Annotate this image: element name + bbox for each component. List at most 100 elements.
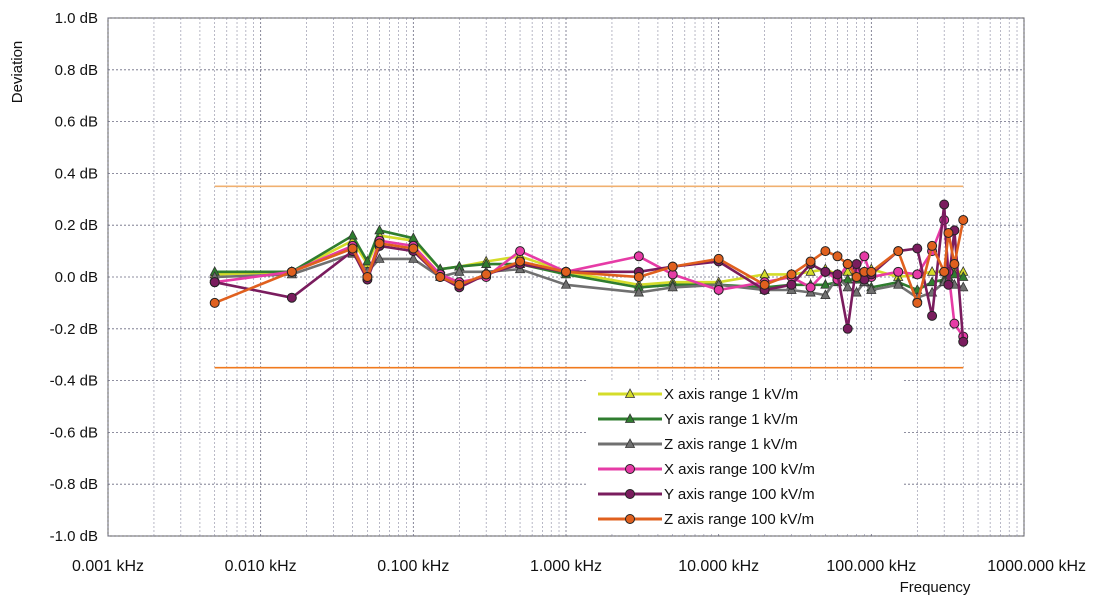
data-point (866, 284, 877, 294)
legend-label: Y axis range 100 kV/m (664, 486, 815, 503)
data-point (713, 284, 724, 295)
data-point (851, 286, 862, 297)
data-point (435, 272, 446, 282)
data-point (667, 261, 678, 272)
data-point (374, 238, 385, 249)
legend-label: Y axis range 1 kV/m (664, 411, 798, 428)
data-point (347, 229, 358, 240)
data-point (481, 269, 492, 280)
data-point (943, 279, 954, 290)
data-point (820, 266, 831, 277)
y-tick-label: -0.2 dB (50, 321, 98, 338)
data-point (805, 282, 816, 293)
data-point (949, 318, 960, 329)
data-point (832, 251, 843, 262)
data-point (832, 269, 843, 280)
x-tick-labels: 0.001 kHz 0.010 kHz 0.100 kHz 1.000 kHz 10.0… (72, 558, 1086, 575)
x-tick-label: 100.000 kHz (826, 558, 916, 575)
data-point (408, 243, 419, 254)
data-point (842, 281, 853, 292)
legend-marker (624, 413, 636, 423)
data-point (374, 253, 385, 263)
data-point (820, 289, 831, 300)
grid-major (107, 17, 1025, 537)
data-point (859, 251, 870, 262)
data-point (408, 253, 419, 263)
legend-marker (624, 438, 636, 448)
data-point (560, 278, 572, 289)
data-point (943, 227, 954, 238)
x-tick-label: 0.100 kHz (377, 558, 449, 575)
data-point (759, 279, 770, 290)
data-point (454, 265, 465, 276)
data-point (209, 277, 220, 288)
y-tick-label: -0.6 dB (50, 424, 98, 441)
legend-label: Z axis range 100 kV/m (664, 511, 814, 528)
data-point (927, 240, 938, 251)
x-tick-label: 0.001 kHz (72, 558, 144, 575)
legend-label: X axis range 100 kV/m (664, 461, 815, 478)
limit-lines (214, 185, 964, 369)
data-point (515, 246, 526, 257)
y-tick-label: 1.0 dB (55, 10, 98, 27)
x-tick-label: 1000.000 kHz (987, 558, 1086, 575)
data-point (926, 265, 938, 276)
y-tick-label: 0.6 dB (55, 114, 98, 131)
data-point (454, 279, 465, 290)
legend-label: Z axis range 1 kV/m (664, 436, 797, 453)
y-tick-label: -1.0 dB (50, 528, 98, 545)
data-point (939, 199, 950, 210)
data-point (561, 266, 571, 277)
data-point (515, 256, 526, 267)
data-point (362, 272, 373, 282)
data-point (362, 255, 373, 266)
x-tick-label: 1.000 kHz (530, 558, 602, 575)
y-tick-label: 0.2 dB (55, 217, 98, 234)
data-point (958, 336, 969, 347)
data-point (667, 281, 678, 292)
data-point (805, 256, 816, 267)
data-point (633, 272, 644, 282)
legend-marker (624, 388, 636, 398)
data-point (713, 253, 724, 264)
y-tick-labels: 1.0 dB 0.8 dB 0.6 dB 0.4 dB 0.2 dB 0.0 dB -0.2… (50, 10, 98, 545)
series-6 (209, 215, 969, 308)
y-axis-label: Deviation (9, 41, 26, 104)
data-point (851, 272, 862, 282)
data-point (893, 266, 904, 277)
legend-box (588, 380, 904, 532)
data-point (374, 224, 385, 235)
data-point (633, 251, 644, 262)
data-point (949, 259, 960, 270)
y-tick-label: -0.8 dB (50, 476, 98, 493)
legend: X axis range 1 kV/m Y axis range 1 kV/m Z … (588, 380, 904, 532)
series-line (214, 219, 965, 305)
series-layer (209, 199, 969, 347)
y-tick-label: 0.4 dB (55, 165, 98, 182)
data-point (805, 265, 816, 276)
data-point (893, 246, 904, 257)
data-point (866, 266, 877, 277)
data-point (209, 297, 220, 308)
data-point (893, 278, 904, 289)
x-axis-label: Frequency (900, 579, 971, 596)
data-point (842, 259, 853, 270)
data-point (912, 243, 923, 254)
data-point (820, 246, 831, 257)
legend-marker (625, 489, 635, 499)
data-point (820, 278, 831, 289)
y-tick-label: 0.8 dB (55, 62, 98, 79)
data-point (851, 259, 862, 270)
data-point (842, 323, 853, 334)
y-tick-label: -0.4 dB (50, 373, 98, 390)
data-point (939, 266, 950, 277)
data-point (958, 271, 969, 281)
data-point (786, 279, 797, 290)
data-point (286, 292, 297, 303)
data-point (786, 269, 797, 280)
legend-marker (625, 514, 635, 524)
x-tick-label: 0.010 kHz (225, 558, 297, 575)
data-point (958, 281, 969, 292)
data-point (912, 269, 923, 280)
